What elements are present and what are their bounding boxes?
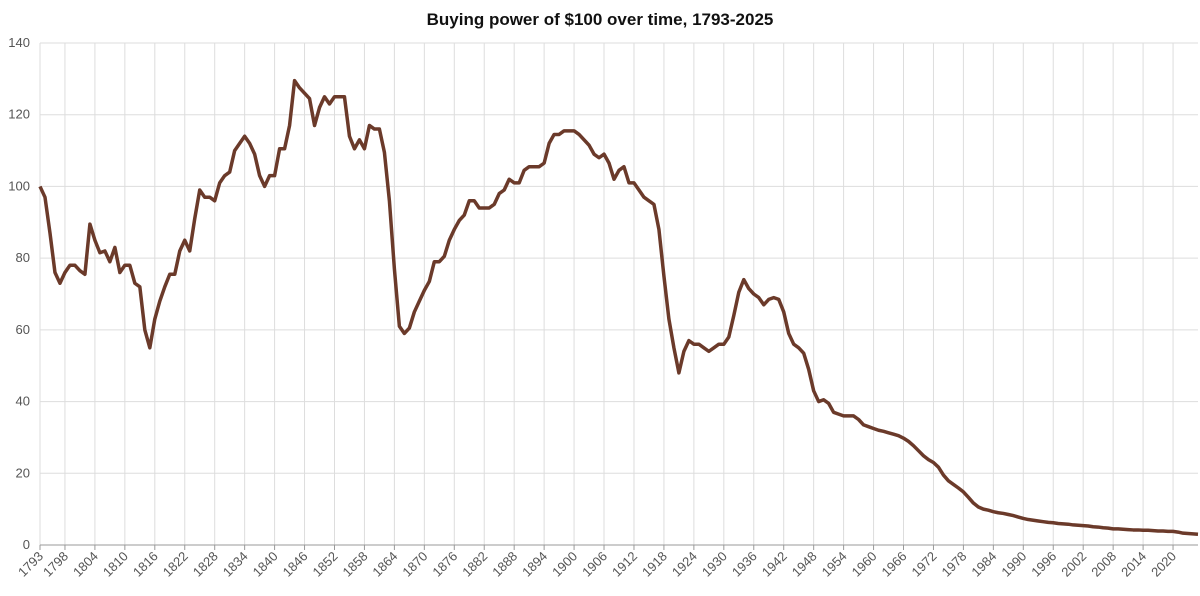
x-tick-label: 1864 <box>369 549 400 580</box>
line <box>38 78 1199 536</box>
x-tick-label: 2020 <box>1148 549 1179 580</box>
x-tick-label: 1822 <box>160 549 191 580</box>
x-tick-label: 1948 <box>789 549 820 580</box>
y-tick-label: 60 <box>16 322 30 337</box>
x-tick-label: 1954 <box>819 549 850 580</box>
x-tick-label: 1834 <box>220 549 251 580</box>
x-tick-label: 1972 <box>909 549 940 580</box>
x-tick-label: 1870 <box>399 549 430 580</box>
y-tick-label: 80 <box>16 250 30 265</box>
x-tick-label: 1936 <box>729 549 760 580</box>
x-tick-label: 1906 <box>579 549 610 580</box>
x-tick-label: 1894 <box>519 549 550 580</box>
x-tick-label: 1876 <box>429 549 460 580</box>
x-tick-label: 1924 <box>669 549 700 580</box>
x-tick-label: 1996 <box>1028 549 1059 580</box>
x-tick-label: 1798 <box>40 549 71 580</box>
x-tick-label: 1918 <box>639 549 670 580</box>
x-tick-label: 1960 <box>849 549 880 580</box>
x-tick-label: 1828 <box>190 549 221 580</box>
y-tick-label: 140 <box>8 35 30 50</box>
x-tick-label: 1858 <box>340 549 371 580</box>
y-tick-label: 100 <box>8 178 30 193</box>
x-tick-label: 1852 <box>310 549 341 580</box>
x-tick-label: 1888 <box>489 549 520 580</box>
x-tick-label: 1990 <box>998 549 1029 580</box>
y-tick-label: 0 <box>23 537 30 552</box>
x-tick-label: 2008 <box>1088 549 1119 580</box>
x-tick-label: 1804 <box>70 549 101 580</box>
grid <box>39 42 1198 550</box>
y-tick-label: 20 <box>16 465 30 480</box>
y-tick-label: 40 <box>16 394 30 409</box>
x-tick-label: 1882 <box>459 549 490 580</box>
x-tick-label: 1793 <box>15 549 46 580</box>
x-tick-label: 1810 <box>100 549 131 580</box>
x-tick-label: 2014 <box>1118 549 1149 580</box>
x-tick-label: 1840 <box>250 549 281 580</box>
chart-title: Buying power of $100 over time, 1793-202… <box>427 10 774 29</box>
x-tick-label: 1900 <box>549 549 580 580</box>
x-tick-label: 2002 <box>1058 549 1089 580</box>
y-tick-label: 120 <box>8 107 30 122</box>
x-tick-label: 1978 <box>938 549 969 580</box>
x-tick-label: 1816 <box>130 549 161 580</box>
x-tick-label: 1912 <box>609 549 640 580</box>
x-tick-label: 1966 <box>879 549 910 580</box>
x-tick-label: 1930 <box>699 549 730 580</box>
x-tick-label: 1846 <box>280 549 311 580</box>
plot <box>38 78 1199 536</box>
x-tick-label: 1942 <box>759 549 790 580</box>
x-tick-label: 1984 <box>968 549 999 580</box>
